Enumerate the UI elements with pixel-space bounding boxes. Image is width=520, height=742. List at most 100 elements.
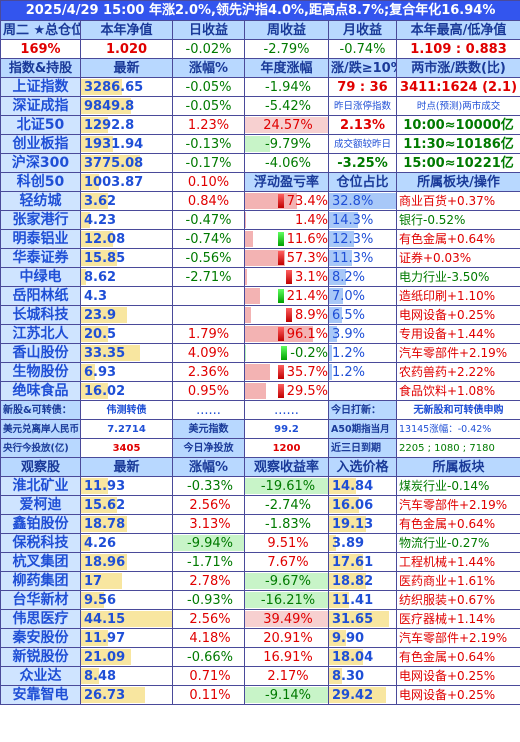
- holding-price-value: 4.23: [84, 212, 117, 228]
- holding-change: 2.36%: [172, 362, 245, 382]
- holding-pnl-value: 73.4%: [286, 193, 328, 209]
- holding-row[interactable]: 岳阳林纸 4.3 21.4% 7.0% 造纸印刷+1.10%: [0, 286, 520, 306]
- holding-name: 绝味食品: [0, 381, 81, 401]
- holding-price: 15.85: [80, 248, 173, 268]
- watch-row[interactable]: 安靠智电 26.73 0.11% -9.14% 29.42 电网设备+0.25%: [0, 685, 520, 705]
- holding-row[interactable]: 轻纺城 3.62 0.84% 73.4% 32.8% 商业百货+0.37%: [0, 191, 520, 211]
- holding-price-bar: [81, 383, 109, 399]
- holding-row[interactable]: 长城科技 23.9 8.9% 6.5% 电网设备+0.25%: [0, 305, 520, 325]
- index-change: -0.05%: [172, 96, 245, 116]
- misc-row-fx[interactable]: 美元兑离岸人民币 7.2714 美元指数 99.2 A50期指当月 13145涨幅：-0.…: [0, 419, 520, 439]
- summary-value: 1.109 : 0.883: [395, 39, 520, 59]
- holding-price-value: 33.35: [84, 345, 126, 361]
- watch-entry-price: 9.90: [328, 628, 397, 648]
- holding-position-value: 14.3%: [332, 212, 374, 228]
- watch-row[interactable]: 爱柯迪 15.62 2.56% -2.74% 16.06 汽车零部件+2.19%: [0, 495, 520, 515]
- holding-sector: 银行-0.52%: [395, 210, 520, 230]
- watch-name: 柳药集团: [0, 571, 81, 591]
- index-header-row[interactable]: 指数&持股 最新 涨幅% 年度涨幅 涨/跌≥10% 两市涨/跌数(比): [0, 58, 520, 78]
- holdings-header-row[interactable]: 科创50 1003.87 0.10% 浮动盈亏率 仓位占比 所属板块/操作: [0, 172, 520, 192]
- holding-price-bar: [81, 326, 109, 342]
- watch-row[interactable]: 新锐股份 21.09 -0.66% 16.91% 18.04 有色金属+0.64%: [0, 647, 520, 667]
- summary-values-row[interactable]: 169% 1.020 -0.02% -2.79% -0.74% 1.109 : 0.883: [0, 39, 520, 59]
- watch-row[interactable]: 伟思医疗 44.15 2.56% 39.49% 31.65 医疗器械+1.14%: [0, 609, 520, 629]
- holding-price: 20.5: [80, 324, 173, 344]
- holding-position: 32.8%: [328, 191, 397, 211]
- holding-row[interactable]: 江苏北人 20.5 1.79% 96.1% 3.9% 专用设备+1.44%: [0, 324, 520, 344]
- position-header: 仓位占比: [328, 172, 397, 192]
- watch-row[interactable]: 柳药集团 17 2.78% -9.67% 18.82 医药商业+1.61%: [0, 571, 520, 591]
- index-row[interactable]: 北证50 1292.8 1.23% 24.57% 2.13% 10:00≈10000亿: [0, 115, 520, 135]
- watch-entry-price-value: 8.30: [332, 668, 365, 684]
- watch-change-value: 2.56%: [189, 497, 231, 513]
- holding-change: [172, 305, 245, 325]
- holding-row[interactable]: 华泰证券 15.85 -0.56% 57.3% 11.3% 证券+0.03%: [0, 248, 520, 268]
- holding-position: 11.3%: [328, 248, 397, 268]
- holding-price-value: 8.62: [84, 269, 117, 285]
- summary-header: 本年最高/低净值: [395, 20, 520, 40]
- watch-row[interactable]: 保税科技 4.26 -9.94% 9.51% 3.89 物流行业-0.27%: [0, 533, 520, 553]
- misc-row-pboc[interactable]: 央行今投放(亿) 3405 今日净投放 1200 近三日到期 2205 ; 1080 ; …: [0, 438, 520, 458]
- summary-value: 169%: [0, 39, 81, 59]
- holding-position-value: 12.3%: [332, 231, 374, 247]
- watch-change: 0.11%: [172, 685, 245, 705]
- watch-return-bar: [245, 592, 328, 608]
- index-header: 年度涨幅: [244, 58, 329, 78]
- watch-price-value: 17: [84, 573, 103, 589]
- watch-return-value: -19.61%: [260, 478, 316, 494]
- watch-row[interactable]: 秦安股份 11.97 4.18% 20.91% 9.90 汽车零部件+2.19%: [0, 628, 520, 648]
- holding-name: 长城科技: [0, 305, 81, 325]
- holding-pnl: 35.7%: [244, 362, 329, 382]
- holding-row[interactable]: 绝味食品 16.02 0.95% 29.5% 食品饮料+1.08%: [0, 381, 520, 401]
- watch-row[interactable]: 台华新材 9.56 -0.93% -16.21% 11.41 纺织服装+0.67%: [0, 590, 520, 610]
- misc-row-newstock[interactable]: 新股&可转债： 伟测转债............ 今日打新： 无新股和可转债申购: [0, 400, 520, 420]
- watch-row[interactable]: 杭叉集团 18.96 -1.71% 7.67% 17.61 工程机械+1.44%: [0, 552, 520, 572]
- watch-change: -1.71%: [172, 552, 245, 572]
- index-year-change-bar: [245, 136, 270, 152]
- holding-row[interactable]: 生物股份 6.93 2.36% 35.7% 1.2% 农药兽药+2.22%: [0, 362, 520, 382]
- watch-return-value: 7.67%: [267, 554, 309, 570]
- watch-price-bar: [81, 516, 127, 532]
- watch-price-bar: [81, 687, 145, 703]
- index-year-change: -9.79%: [244, 134, 329, 154]
- holding-position: 6.5%: [328, 305, 397, 325]
- watch-return-bar: [245, 611, 328, 627]
- holding-row[interactable]: 张家港行 4.23 -0.47% 1.4% 14.3% 银行-0.52%: [0, 210, 520, 230]
- holding-pnl-indicator: [277, 327, 284, 341]
- pboc-label: 央行今投放(亿): [0, 438, 81, 458]
- holding-price-bar: [81, 307, 127, 323]
- watch-price: 17: [80, 571, 173, 591]
- holding-sector: 电网设备+0.25%: [395, 305, 520, 325]
- watch-change: 0.71%: [172, 666, 245, 686]
- watch-return-value: -9.67%: [265, 573, 311, 589]
- watch-entry-price: 3.89: [328, 533, 397, 553]
- watch-name: 爱柯迪: [0, 495, 81, 515]
- watch-price: 11.97: [80, 628, 173, 648]
- watch-row[interactable]: 鑫铂股份 18.78 3.13% -1.83% 19.13 有色金属+0.64%: [0, 514, 520, 534]
- holding-price-value: 23.9: [84, 307, 117, 323]
- new-stock-bond: 伟测转债: [80, 400, 173, 420]
- holding-pnl-value: 1.4%: [294, 212, 328, 228]
- index-row[interactable]: 创业板指 1931.94 -0.13% -9.79% 成交额较昨日 11:30≈10186…: [0, 134, 520, 154]
- holding-price-value: 3.62: [84, 193, 117, 209]
- index-price-bar: [81, 79, 122, 95]
- holding-price: 23.9: [80, 305, 173, 325]
- summary-header-row[interactable]: 周二 ★总仓位 本年净值 日收益 周收益 月收益 本年最高/低净值: [0, 20, 520, 40]
- holding-row[interactable]: 中绿电 8.62 -2.71% 3.1% 8.2% 电力行业-3.50%: [0, 267, 520, 287]
- holding-position: 8.2%: [328, 267, 397, 287]
- holding-row[interactable]: 香山股份 33.35 4.09% -0.2% 1.2% 汽车零部件+2.19%: [0, 343, 520, 363]
- index-row[interactable]: 上证指数 3286.65 -0.05% -1.94% 79 : 36 3411:1624 …: [0, 77, 520, 97]
- holding-pnl-value: 8.9%: [294, 307, 328, 323]
- holding-row[interactable]: 明泰铝业 12.08 -0.74% 11.6% 12.3% 有色金属+0.64%: [0, 229, 520, 249]
- watch-header-row[interactable]: 观察股 最新 涨幅% 观察收益率 入选价格 所属板块: [0, 457, 520, 477]
- watch-sector: 汽车零部件+2.19%: [395, 628, 520, 648]
- watch-entry-price: 14.84: [328, 476, 397, 496]
- today-ipo-label: 今日打新：: [328, 400, 397, 420]
- watch-row[interactable]: 淮北矿业 11.93 -0.33% -19.61% 14.84 煤炭行业-0.14%: [0, 476, 520, 496]
- watch-entry-price: 29.42: [328, 685, 397, 705]
- index-row[interactable]: 沪深300 3775.08 -0.17% -4.06% -3.25% 15:00≈1022…: [0, 153, 520, 173]
- index-year-change: -1.94%: [244, 77, 329, 97]
- watch-row[interactable]: 众业达 8.48 0.71% 2.17% 8.30 电网设备+0.25%: [0, 666, 520, 686]
- watch-return: -1.83%: [244, 514, 329, 534]
- index-row[interactable]: 深证成指 9849.8 -0.05% -5.42% 昨日涨停指数 时点(预测)两市成交: [0, 96, 520, 116]
